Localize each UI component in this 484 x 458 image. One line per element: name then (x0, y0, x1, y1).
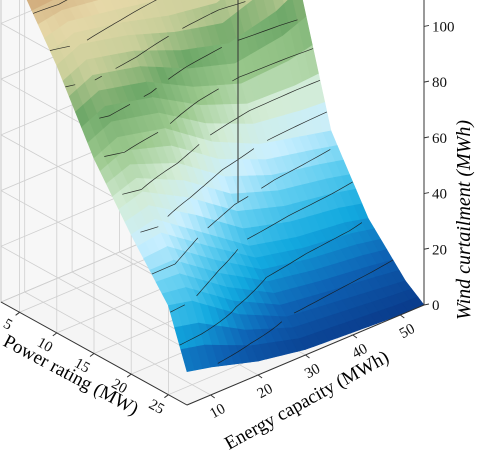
z-tick-label: 80 (432, 75, 447, 91)
z-tick-label: 40 (432, 187, 447, 203)
y-tick-mark (89, 353, 95, 357)
z-tick-label: 100 (432, 19, 455, 35)
x-tick-mark (399, 314, 405, 319)
y-tick-mark (15, 311, 20, 316)
contour-line-100 (49, 0, 157, 51)
contour-line-30 (170, 181, 353, 313)
x-tick-label: 40 (350, 341, 371, 362)
y-tick-label: 10 (34, 335, 55, 356)
y-tick-label: 15 (72, 355, 93, 376)
y-tick-mark (126, 373, 132, 378)
z-tick-mark (423, 80, 430, 83)
x-tick-label: 10 (207, 401, 228, 422)
x-tick-mark (257, 374, 263, 379)
z-tick-mark (423, 247, 430, 250)
contour-line-10 (217, 259, 394, 364)
contour-line-20 (179, 222, 363, 346)
z-tick-mark (423, 24, 430, 27)
surface (26, 0, 425, 372)
z-tick-mark (423, 136, 430, 139)
axes: 1020304050510152025020406080100120 (0, 0, 455, 422)
x-gridline (24, 0, 211, 396)
x-tick-label: 50 (397, 321, 418, 342)
contour-line-60 (122, 79, 321, 195)
z-tick-label: 60 (432, 131, 447, 147)
contour-lines (32, 0, 394, 364)
z-tick-label: 0 (432, 298, 440, 314)
x-tick-mark (305, 354, 310, 359)
z-tick-label: 20 (432, 242, 447, 258)
contour-line-50 (140, 111, 328, 233)
x-tick-label: 30 (302, 361, 323, 382)
y-tick-label: 25 (146, 397, 167, 418)
y-tick-mark (164, 394, 169, 399)
z-tick-mark (423, 192, 430, 195)
contour-line-70 (104, 48, 314, 157)
z-tick-mark (423, 303, 430, 306)
contour-line-110 (32, 0, 68, 14)
z-axis-title: Wind curtailment (MWh) (453, 120, 475, 320)
contour-line-90 (65, 1, 246, 88)
x-tick-mark (210, 394, 215, 399)
y-tick-mark (52, 332, 58, 337)
contour-line-80 (99, 19, 298, 119)
contour-line-40 (151, 149, 331, 275)
x-tick-mark (352, 334, 358, 339)
x-tick-label: 20 (255, 381, 276, 402)
y-tick-label: 20 (109, 376, 130, 397)
y-tick-label: 5 (0, 316, 14, 334)
